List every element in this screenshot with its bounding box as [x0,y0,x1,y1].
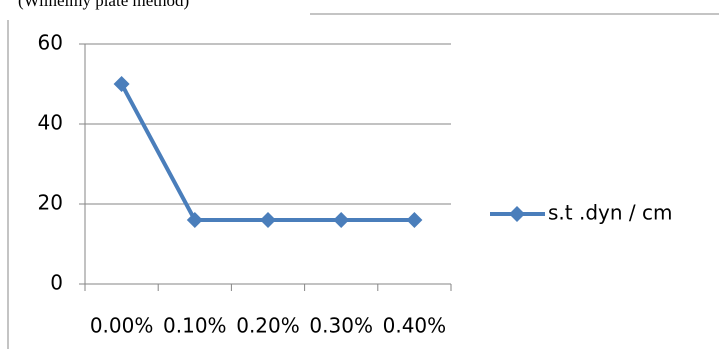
y-tick-label: 0 [50,271,63,295]
title-backdrop [0,0,310,20]
data-point [186,212,203,228]
legend-label: s.t .dyn / cm [548,201,672,225]
x-tick-label: 0.30% [309,314,373,338]
chart-border [7,13,719,349]
data-point [333,212,350,228]
chart-title: (Wilhelmy plate method) [18,0,189,10]
data-line [119,83,415,222]
data-point [113,76,130,92]
x-tick-label: 0.40% [383,314,447,338]
legend-marker [509,206,525,222]
x-tick-label: 0.00% [90,314,154,338]
y-tick-label: 20 [38,191,63,215]
data-point [260,212,276,228]
y-tick-label: 40 [38,111,63,135]
data-point [406,212,423,228]
x-tick-label: 0.10% [163,314,227,338]
x-tick-label: 0.20% [236,314,300,338]
y-tick-label: 60 [38,31,63,55]
